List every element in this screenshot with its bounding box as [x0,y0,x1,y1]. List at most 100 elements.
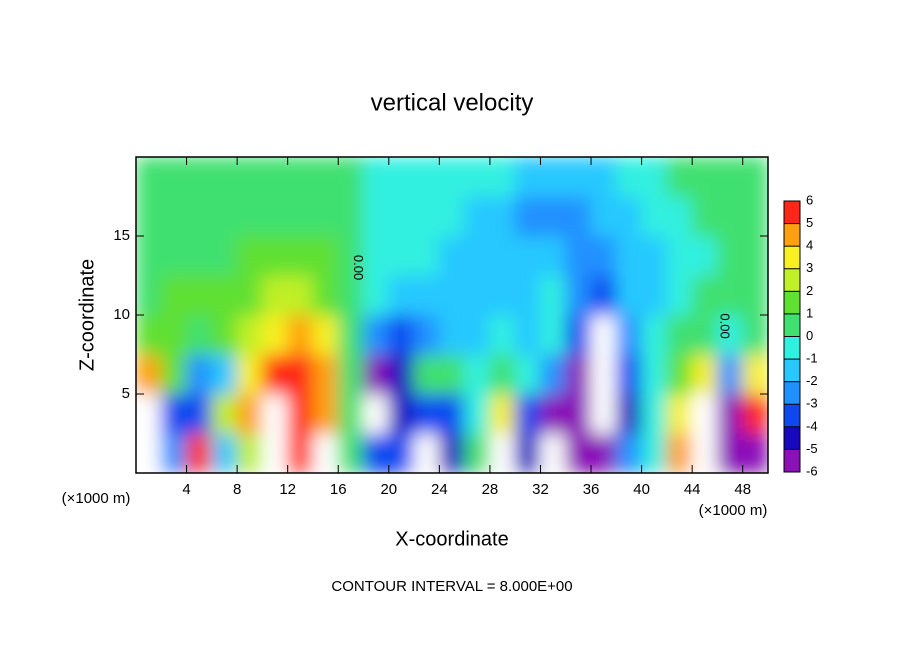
field-cell [691,433,718,473]
field-cell [691,196,718,237]
field-cell [514,275,541,316]
field-cell [413,275,440,316]
field-cell [337,433,365,473]
field-cell [186,235,213,276]
field-cell [641,393,668,434]
field-cell [539,196,567,237]
field-cell [742,196,768,237]
field-cell [211,275,238,316]
field-cell [312,235,339,276]
colorbar-swatch [784,246,800,269]
field-cell [186,275,213,316]
field-cell [186,157,213,197]
y-axis-label: Z-coordinate [76,259,98,371]
field-cell [489,433,516,473]
field-cell [565,157,592,197]
field-cell [287,235,314,276]
colorbar-label: -5 [806,441,818,456]
field-cell [464,196,491,237]
field-cell [261,275,289,316]
field-cell [615,157,643,197]
field-cell [261,393,289,434]
field-cell [388,196,415,237]
field-cell [666,275,693,316]
x-tick-label: 8 [233,481,241,498]
x-unit-right: (×1000 m) [699,502,768,519]
field-cell [514,354,541,395]
field-cell [691,314,718,355]
field-cell [312,196,339,237]
x-tick-label: 40 [633,481,650,498]
field-cell [691,157,718,197]
x-tick-label: 16 [330,481,347,498]
field-cell [438,393,466,434]
field-cell [742,157,768,197]
field-cell [236,314,263,355]
field-cell [641,314,668,355]
field-cell [615,393,643,434]
field-cell [565,433,592,473]
field-cell [160,235,188,276]
field-cell [565,393,592,434]
field-cell [464,157,491,197]
field-cell [388,235,415,276]
field-cell [211,393,238,434]
field-cell [590,196,617,237]
field-cell [666,157,693,197]
field-cell [489,275,516,316]
field-cell [312,354,339,395]
field-cell [211,433,238,473]
field-cell [565,275,592,316]
x-tick-label: 28 [482,481,499,498]
field-cell [641,354,668,395]
field-cell [514,433,541,473]
field-cell [287,196,314,237]
field-cell [388,433,415,473]
field-cell [539,354,567,395]
field-cell [186,433,213,473]
field-cell [742,314,768,355]
colorbar-label: -4 [806,418,818,433]
field-cell [236,235,263,276]
field-cell [261,235,289,276]
field-cell [136,196,162,237]
field-cell [160,393,188,434]
field-cell [716,235,744,276]
x-tick-label: 36 [583,481,600,498]
field-cell [666,433,693,473]
colorbar-swatch [784,426,800,450]
colorbar-label: -3 [806,396,818,411]
field-cell [666,314,693,355]
axes: 4 8 12 16 20 24 28 32 36 40 44 48510150.000.00-6-5-… [113,157,818,498]
colorbar-swatch [784,268,800,292]
field-cell [615,196,643,237]
field-cell [136,354,162,395]
field-cell [261,196,289,237]
colorbar-swatch [784,336,800,360]
field-cell [489,196,516,237]
field-cell [363,196,390,237]
field-cell [136,275,162,316]
field-cell [438,314,466,355]
chart-title: vertical velocity [371,89,534,116]
field-cell [136,314,162,355]
field-cell [716,275,744,316]
field-cell [514,393,541,434]
colorbar-label: 5 [806,215,813,230]
field-cell [666,393,693,434]
field-cell [641,235,668,276]
field-cell [136,433,162,473]
field-cell [615,275,643,316]
field-cell [615,433,643,473]
field-cell [641,433,668,473]
field-cell [160,157,188,197]
field-cell [413,393,440,434]
field-cell [565,196,592,237]
field-cell [136,235,162,276]
field-cell [641,196,668,237]
field-cell [716,433,744,473]
field-cell [590,314,617,355]
field-cell [413,433,440,473]
field-cell [464,275,491,316]
field-cell [312,314,339,355]
